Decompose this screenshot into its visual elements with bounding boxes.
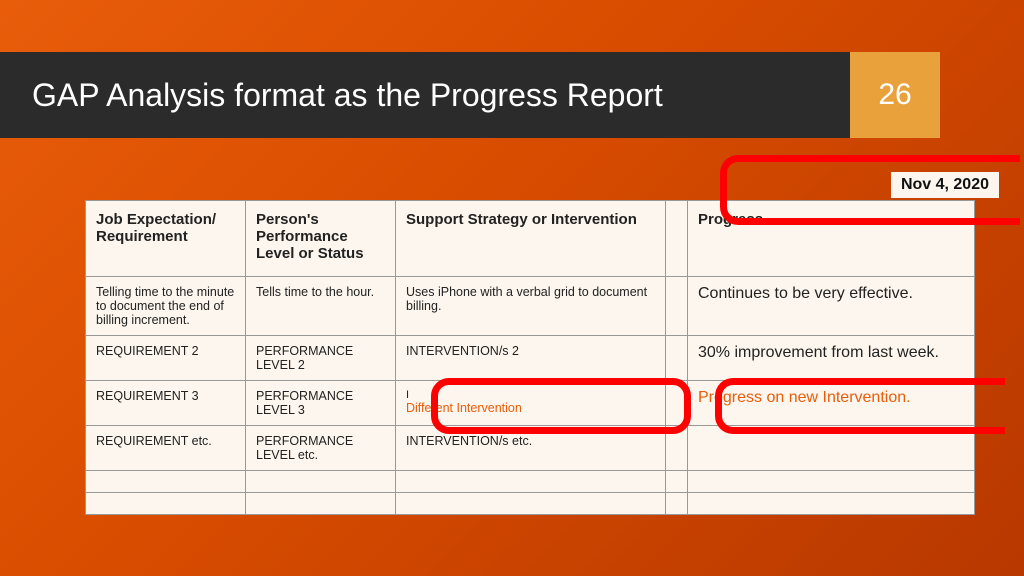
cell-perf: PERFORMANCE LEVEL 2 — [246, 336, 396, 381]
cell-perf: Tells time to the hour. — [246, 277, 396, 336]
intv-highlight: Different Intervention — [406, 401, 522, 415]
cell-req: REQUIREMENT etc. — [86, 426, 246, 471]
table-row: REQUIREMENT etc. PERFORMANCE LEVEL etc. … — [86, 426, 975, 471]
cell-perf: PERFORMANCE LEVEL etc. — [246, 426, 396, 471]
cell-intv: Uses iPhone with a verbal grid to docume… — [396, 277, 666, 336]
table-row-empty — [86, 471, 975, 493]
table-row: REQUIREMENT 2 PERFORMANCE LEVEL 2 INTERV… — [86, 336, 975, 381]
col-intervention: Support Strategy or Intervention — [396, 201, 666, 277]
col-progress: Progress — [688, 201, 975, 277]
date-tag: Nov 4, 2020 — [891, 172, 999, 198]
cell-intv: INTERVENTION/s 2 — [396, 336, 666, 381]
prog-highlight: Progress on new Intervention. — [698, 389, 911, 406]
cell-prog — [688, 426, 975, 471]
cell-intv: I Different Intervention — [396, 381, 666, 426]
cell-req: REQUIREMENT 2 — [86, 336, 246, 381]
slide-title: GAP Analysis format as the Progress Repo… — [32, 77, 663, 114]
cell-req: REQUIREMENT 3 — [86, 381, 246, 426]
col-spacer — [666, 201, 688, 277]
cell-intv: INTERVENTION/s etc. — [396, 426, 666, 471]
col-requirement: Job Expectation/ Requirement — [86, 201, 246, 277]
cell-prog: Progress on new Intervention. — [688, 381, 975, 426]
table-header-row: Job Expectation/ Requirement Person's Pe… — [86, 201, 975, 277]
title-bar: GAP Analysis format as the Progress Repo… — [0, 52, 850, 138]
cell-prog: Continues to be very effective. — [688, 277, 975, 336]
cell-prog: 30% improvement from last week. — [688, 336, 975, 381]
cell-perf: PERFORMANCE LEVEL 3 — [246, 381, 396, 426]
col-performance: Person's Performance Level or Status — [246, 201, 396, 277]
table-row: REQUIREMENT 3 PERFORMANCE LEVEL 3 I Diff… — [86, 381, 975, 426]
gap-table: Job Expectation/ Requirement Person's Pe… — [85, 200, 975, 515]
cell-req: Telling time to the minute to document t… — [86, 277, 246, 336]
slide-number: 26 — [850, 52, 940, 138]
table-row: Telling time to the minute to document t… — [86, 277, 975, 336]
table-row-empty — [86, 493, 975, 515]
table: Job Expectation/ Requirement Person's Pe… — [85, 200, 975, 515]
